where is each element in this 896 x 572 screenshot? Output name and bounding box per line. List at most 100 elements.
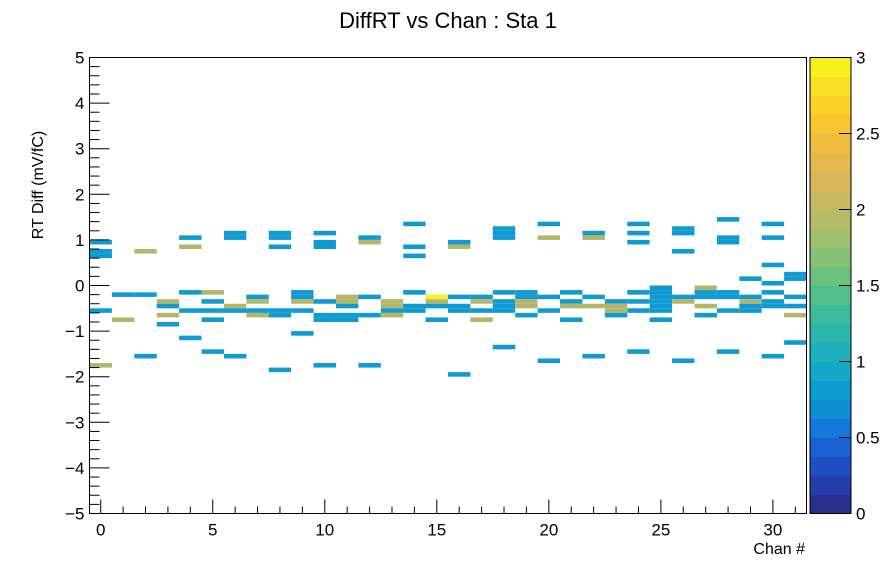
color-scale-tick-label: 2.5 [856,125,880,144]
color-scale-step [810,247,851,267]
y-tick-label: 1 [75,231,84,250]
heatmap-cell [358,239,381,245]
y-tick-label: 5 [75,49,84,68]
heatmap-cell [716,294,740,300]
heatmap-cell [784,303,807,309]
y-tick-label: −3 [65,413,84,432]
heatmap-cell [492,303,516,309]
color-scale-step [810,323,851,343]
heatmap-cells [89,217,807,377]
color-scale-step [810,95,851,115]
heatmap-cell [515,303,538,309]
heatmap-cell [246,312,269,318]
heatmap-cell [649,285,673,291]
color-scale-step [810,133,851,153]
heatmap-cell [627,308,650,313]
heatmap-cell [358,312,381,318]
heatmap-cell [313,317,336,322]
heatmap-cell [537,294,561,300]
heatmap-cell [380,312,404,318]
heatmap-cell [268,308,292,313]
heatmap-cell [111,292,135,297]
heatmap-cell [156,312,180,318]
color-scale-step [810,418,851,438]
color-scale-step [810,228,851,248]
heatmap-cell [403,244,426,250]
heatmap-cell [694,312,717,318]
heatmap-cell [223,230,247,236]
heatmap-cell [492,299,516,304]
heatmap-cell [156,303,180,309]
heatmap-cell [582,294,605,300]
heatmap-cell [335,312,359,318]
heatmap-cell [627,290,650,295]
color-scale-step [810,475,851,495]
heatmap-cell [604,299,628,304]
color-scale-step [810,380,851,400]
color-scale-tick-label: 1 [856,353,865,372]
heatmap-cell [448,372,471,377]
heatmap-cell [649,299,673,304]
y-tick-label: 3 [75,140,84,159]
heatmap-cell [403,221,426,227]
heatmap-cell [291,294,314,300]
heatmap-cell [694,303,717,309]
heatmap-cell [403,308,426,313]
heatmap-cell [425,317,448,322]
heatmap-cell [89,249,112,254]
y-axis: −5 −4 −3 −2 −1 0 1 2 3 4 5 [65,49,110,524]
heatmap-cell [537,308,561,313]
heatmap-cell [470,294,493,300]
heatmap-cell [515,294,538,300]
heatmap-cell [201,299,224,304]
heatmap-cell [537,221,561,227]
color-scale-step [810,437,851,457]
heatmap-cell [672,299,695,304]
color-scale-tick-label: 3 [856,49,865,68]
heatmap-cell [515,290,538,295]
heatmap-cell [537,358,561,364]
heatmap-cell [313,230,336,236]
heatmap-cell [716,235,740,240]
heatmap-cell [89,253,112,259]
y-tick-label: 2 [75,185,84,204]
heatmap-cell [291,308,314,313]
heatmap-cell [313,299,336,304]
heatmap-cell [761,280,785,286]
heatmap-cell [470,317,493,322]
heatmap-cell [179,244,202,250]
heatmap-cell [560,290,583,295]
color-scale-step [810,342,851,362]
y-axis-title: RT Diff (mV/fC) [30,131,47,239]
heatmap-cell [761,299,785,304]
heatmap-cell [134,249,157,254]
heatmap-cell [179,290,202,295]
heatmap-cell [627,299,650,304]
heatmap-cell [268,367,292,373]
heatmap-cell [425,299,448,304]
heatmap-cell [672,226,695,231]
color-scale-step [810,114,851,134]
heatmap-cell [761,221,785,227]
color-scale-step [810,76,851,96]
heatmap-cell [201,290,224,295]
heatmap-cell [649,317,673,322]
heatmap-cell [268,235,292,240]
heatmap-cell [134,292,157,297]
heatmap-cell [448,244,471,250]
color-scale-tick-label: 1.5 [856,277,880,296]
heatmap-cell [649,308,673,313]
heatmap-cell [223,235,247,240]
heatmap-cell [582,235,605,240]
heatmap-cell [179,335,202,341]
color-scale-step [810,361,851,381]
heatmap-cell [448,239,471,245]
heatmap-cell [335,317,359,322]
heatmap-cell [739,276,762,281]
heatmap-cell [291,290,314,295]
x-tick-label: 5 [208,521,217,540]
heatmap-cell [649,303,673,309]
heatmap-cell [739,299,762,304]
